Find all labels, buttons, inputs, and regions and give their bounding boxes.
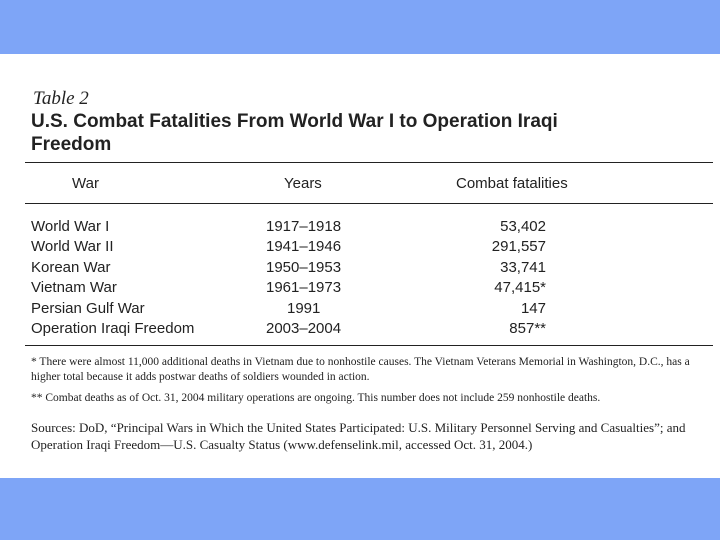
cell-fatalities: 47,415*	[494, 279, 546, 297]
header-rule	[25, 203, 713, 204]
bottom-blue-band	[0, 478, 720, 540]
top-rule	[25, 162, 713, 163]
top-blue-band	[0, 0, 720, 54]
table-label: Table 2	[33, 88, 89, 109]
footnote-vietnam: * There were almost 11,000 additional de…	[31, 356, 690, 383]
header-fatalities: Combat fatalities	[456, 175, 568, 192]
header-war: War	[72, 175, 99, 192]
cell-fatalities: 33,741	[500, 258, 546, 276]
table-title: U.S. Combat Fatalities From World War I …	[31, 111, 558, 155]
cell-fatalities: 147	[520, 299, 546, 317]
table-row: Vietnam War 1961–1973 47,415*	[0, 278, 720, 298]
cell-fatalities: 857**	[509, 319, 546, 337]
table-body: World War I 1917–1918 53,402 World War I…	[0, 217, 720, 339]
cell-years: 1950–1953	[266, 258, 342, 276]
table-row: World War I 1917–1918 53,402	[0, 217, 720, 237]
sources-note: Sources: DoD, “Principal Wars in Which t…	[31, 420, 686, 452]
cell-war: Vietnam War	[31, 279, 117, 297]
table-row: Persian Gulf War 1991 147	[0, 299, 720, 319]
header-years: Years	[284, 175, 322, 192]
cell-war: World War II	[31, 238, 114, 256]
cell-fatalities: 53,402	[500, 218, 546, 235]
slide-page	[0, 54, 720, 478]
cell-war: World War I	[31, 218, 110, 235]
footnote-iraq: ** Combat deaths as of Oct. 31, 2004 mil…	[31, 392, 601, 404]
cell-years: 1941–1946	[266, 238, 342, 256]
bottom-rule	[25, 345, 713, 346]
cell-fatalities: 291,557	[491, 238, 546, 256]
cell-war: Persian Gulf War	[31, 299, 145, 317]
cell-war: Korean War	[31, 258, 111, 276]
cell-years: 1991	[287, 299, 321, 317]
table-row: Korean War 1950–1953 33,741	[0, 258, 720, 278]
table-row: Operation Iraqi Freedom 2003–2004 857**	[0, 319, 720, 339]
table-row: World War II 1941–1946 291,557	[0, 237, 720, 257]
cell-war: Operation Iraqi Freedom	[31, 319, 195, 337]
cell-years: 2003–2004	[266, 319, 342, 337]
cell-years: 1961–1973	[266, 279, 342, 297]
cell-years: 1917–1918	[266, 218, 342, 235]
